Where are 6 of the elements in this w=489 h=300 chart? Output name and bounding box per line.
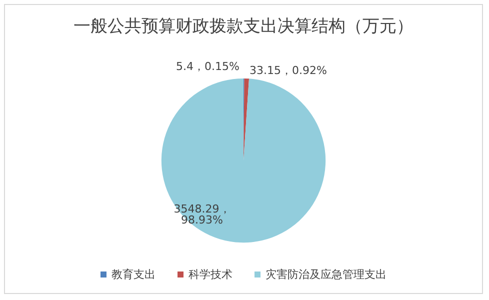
legend-label: 科学技术	[188, 268, 232, 281]
chart-title: 一般公共预算财政拨款支出决算结构（万元）	[74, 16, 414, 36]
data-label: 5.4，0.15%	[176, 60, 240, 73]
legend-label: 灾害防治及应急管理支出	[266, 268, 386, 281]
data-label: 33.15，0.92%	[250, 64, 327, 77]
legend-label: 教育支出	[112, 268, 156, 281]
